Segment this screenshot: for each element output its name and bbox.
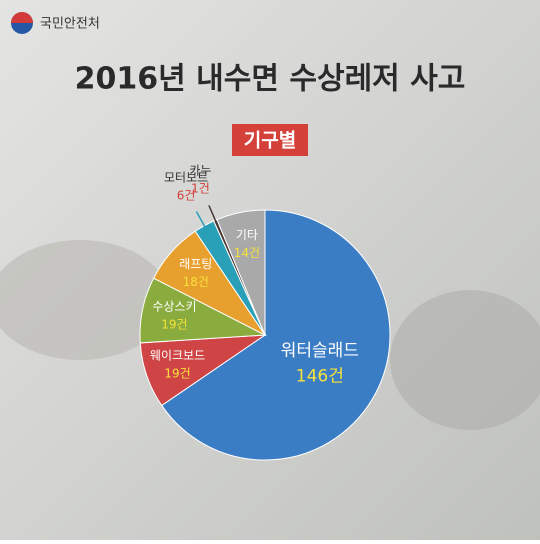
logo-icon-top: [11, 12, 33, 23]
value-label: 6건: [177, 188, 196, 202]
value-label: 14건: [234, 246, 260, 260]
subtitle-box: [232, 124, 308, 156]
pie-slice: [161, 209, 391, 461]
background-rock: [390, 290, 540, 430]
slice-label: 워터슬래드: [281, 341, 359, 361]
chart-subtitle: 기구별: [244, 130, 296, 152]
slice-label: 카누: [189, 163, 211, 177]
slice-label: 래프팅: [179, 257, 212, 271]
slice-label: 수상스키: [152, 300, 196, 314]
value-label: 19건: [161, 318, 187, 332]
value-label: 19건: [164, 367, 190, 381]
value-label: 146건: [296, 367, 344, 387]
slice-label: 웨이크보드: [150, 349, 205, 363]
leader-line: [208, 205, 218, 223]
slice-label: 기타: [236, 228, 258, 242]
pie-slice: [216, 209, 266, 336]
chart-title: 2016년 내수면 수상레저 사고: [75, 62, 466, 97]
leader-line: [195, 211, 207, 229]
value-label: 18건: [183, 275, 209, 289]
logo-text: 국민안전처: [40, 17, 100, 32]
slice-label: 모터보트: [164, 170, 208, 184]
value-label: 1건: [191, 181, 210, 195]
background-rock: [0, 240, 170, 360]
pie: 워터슬래드 146건 웨이크보드 19건 수상스키 19건 래프팅 18건 모터보트 6건 카누 1건…: [139, 163, 391, 461]
